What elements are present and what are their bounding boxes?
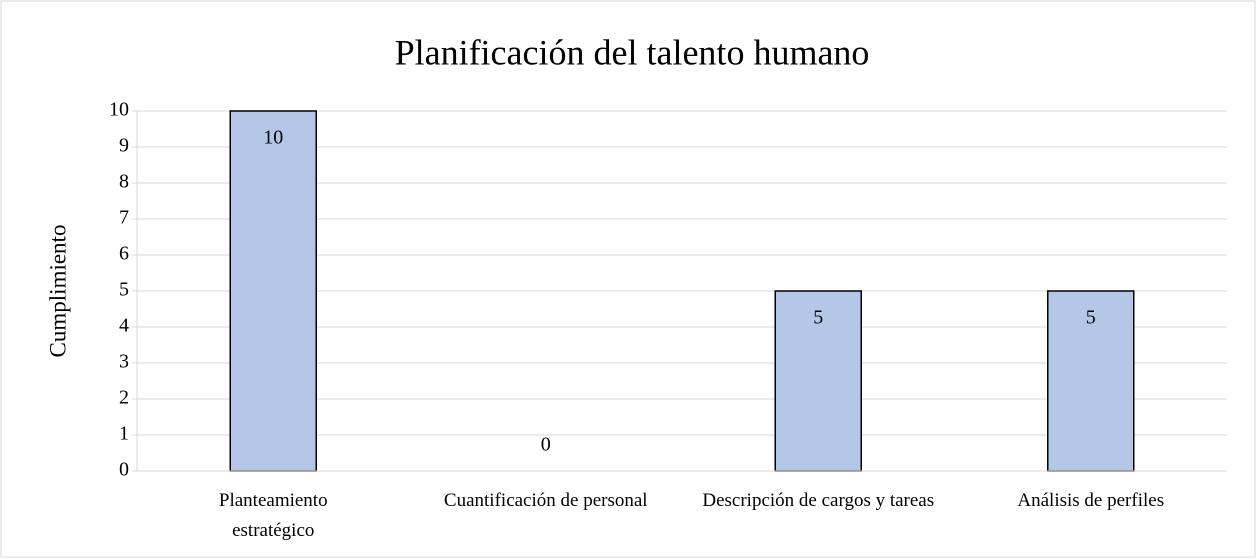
y-tick-label: 1	[119, 423, 129, 445]
bar	[229, 110, 317, 472]
x-tick-label: Descripción de cargos y tareas	[702, 490, 935, 511]
y-tick-label: 0	[119, 459, 129, 481]
y-tick-label: 10	[109, 99, 129, 121]
x-tick-label: Análisis de perfiles	[1017, 490, 1165, 511]
x-tick-label: Cuantificación de personal	[443, 490, 648, 511]
chart-title: Planificación del talento humano	[395, 32, 870, 72]
data-label: 0	[541, 434, 551, 456]
data-label: 10	[263, 127, 283, 149]
data-label: 5	[1086, 307, 1096, 329]
y-tick-label: 8	[119, 171, 129, 193]
y-tick-label: 6	[119, 243, 129, 265]
x-tick-label: Planteamiento estratégico	[218, 490, 328, 541]
bar	[1047, 290, 1135, 472]
y-axis-label: Cumplimiento	[45, 225, 70, 358]
y-tick-label: 5	[119, 279, 129, 301]
data-label: 5	[813, 307, 823, 329]
y-tick-label: 7	[119, 207, 129, 229]
y-tick-label: 2	[119, 387, 129, 409]
bar	[774, 290, 862, 472]
y-tick-label: 3	[119, 351, 129, 373]
y-tick-label: 4	[119, 315, 129, 337]
y-tick-label: 9	[119, 135, 129, 157]
